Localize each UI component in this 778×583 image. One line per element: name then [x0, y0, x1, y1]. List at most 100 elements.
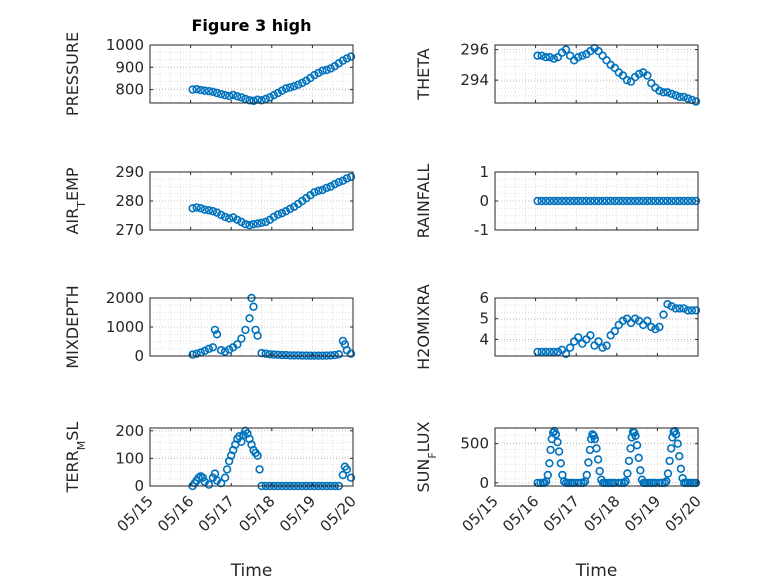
y-tick-label: 4: [479, 330, 489, 348]
data-point: [655, 196, 664, 206]
panel-pressure: 800 900 1000 PRESSURE Figure 3 high: [63, 16, 356, 116]
data-point: [233, 340, 242, 349]
data-point: [590, 196, 599, 206]
data-point: [537, 196, 546, 206]
data-point: [261, 217, 270, 227]
data-point: [212, 208, 222, 217]
y-tick-label: 296: [460, 41, 489, 59]
data-point: [667, 302, 676, 311]
data-point: [346, 473, 356, 482]
data-point: [663, 300, 672, 309]
data-point: [647, 196, 656, 206]
axes-box: [494, 297, 699, 357]
data-point: [582, 470, 591, 480]
data-point: [586, 331, 595, 340]
data-point: [281, 350, 291, 360]
data-point: [679, 92, 688, 102]
data-series-air-temp: [188, 172, 356, 230]
data-point: [220, 212, 230, 222]
y-label-tail: EMP: [63, 167, 82, 201]
data-point: [310, 188, 319, 197]
y-axis-label: RAINFALL: [414, 164, 433, 239]
data-point: [675, 92, 684, 102]
data-point: [606, 196, 615, 206]
data-point: [196, 204, 206, 213]
y-tick-label: 200: [115, 422, 144, 440]
data-point: [326, 351, 335, 360]
data-point: [294, 80, 303, 89]
data-point: [261, 94, 270, 104]
data-point: [573, 52, 583, 62]
data-point: [679, 304, 688, 313]
data-point: [210, 325, 220, 335]
data-point: [561, 45, 571, 54]
data-point: [229, 213, 238, 222]
data-point: [257, 96, 266, 105]
data-point: [622, 196, 632, 206]
data-point: [245, 96, 254, 105]
data-point: [549, 54, 559, 63]
y-label-main: SUN: [414, 459, 433, 493]
data-point: [281, 84, 291, 93]
data-point: [204, 206, 214, 215]
data-point: [265, 350, 274, 359]
y-tick-label: 294: [460, 71, 489, 89]
data-point: [667, 89, 676, 99]
data-point: [200, 346, 210, 355]
data-point: [541, 52, 550, 62]
data-point: [253, 451, 262, 460]
data-point: [626, 444, 635, 453]
data-point: [220, 347, 230, 356]
data-point: [537, 51, 546, 60]
data-point: [671, 430, 681, 439]
data-point: [636, 466, 645, 475]
y-label-main: TERR: [63, 450, 82, 493]
data-point: [239, 430, 248, 440]
data-point: [553, 437, 562, 447]
data-point: [659, 88, 668, 97]
y-label-main: AIR: [63, 208, 82, 235]
data-point: [621, 477, 630, 486]
data-point: [624, 456, 634, 466]
y-tick-label: 1000: [106, 318, 144, 336]
data-point: [675, 196, 684, 206]
data-point: [273, 88, 283, 98]
data-point: [225, 214, 234, 223]
data-point: [556, 459, 565, 468]
data-point: [594, 196, 603, 206]
data-point: [241, 94, 250, 104]
data-point: [269, 350, 278, 359]
data-point: [630, 196, 640, 206]
data-point: [671, 91, 680, 100]
data-point: [590, 434, 600, 444]
y-tick-label: 1000: [106, 36, 144, 54]
data-point: [602, 196, 611, 206]
data-point: [346, 52, 356, 61]
data-point: [569, 196, 579, 206]
data-point: [545, 196, 554, 206]
data-point: [192, 349, 201, 358]
data-point: [277, 350, 287, 360]
data-point: [553, 52, 563, 62]
data-point: [691, 306, 701, 315]
data-point: [253, 219, 262, 228]
data-point: [667, 196, 676, 206]
data-point: [208, 87, 218, 97]
y-tick-label: 6: [479, 289, 489, 307]
data-point: [623, 469, 632, 478]
data-point: [573, 196, 583, 206]
data-point: [592, 444, 601, 453]
y-tick-label: 0: [134, 347, 144, 365]
data-point: [675, 452, 684, 461]
data-point: [632, 441, 642, 450]
data-point: [346, 349, 356, 358]
panel-rainfall: -1 0 1 RAINFALL: [414, 163, 701, 239]
data-series-theta: [533, 43, 701, 106]
panel-h2omixra: 4 5 6 H2OMIXRA: [414, 284, 701, 370]
data-point: [322, 183, 331, 193]
data-point: [545, 347, 554, 357]
data-point: [647, 78, 656, 88]
data-point: [334, 350, 343, 359]
data-point: [285, 83, 295, 92]
